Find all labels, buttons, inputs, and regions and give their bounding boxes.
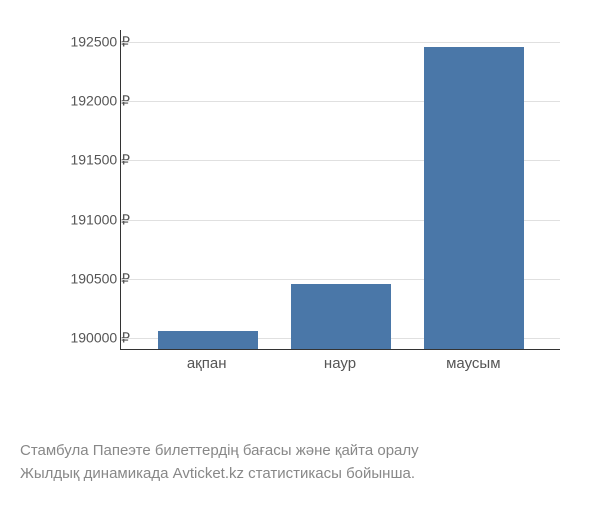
x-tick-label: маусым — [446, 355, 500, 372]
bar — [424, 47, 524, 349]
caption-line-1: Стамбула Папеэте билеттердің бағасы және… — [20, 440, 580, 463]
chart-caption: Стамбула Папеэте билеттердің бағасы және… — [20, 440, 580, 485]
bar-chart: 190000 ₽190500 ₽191000 ₽191500 ₽192000 ₽… — [20, 20, 580, 390]
bar — [158, 331, 258, 349]
plot-area — [120, 30, 560, 350]
x-tick-label: ақпан — [187, 355, 227, 372]
caption-line-2: Жылдық динамикада Avticket.kz статистика… — [20, 463, 580, 486]
x-tick-label: наур — [324, 355, 356, 372]
bar — [291, 284, 391, 349]
bars-wrapper — [121, 30, 560, 349]
